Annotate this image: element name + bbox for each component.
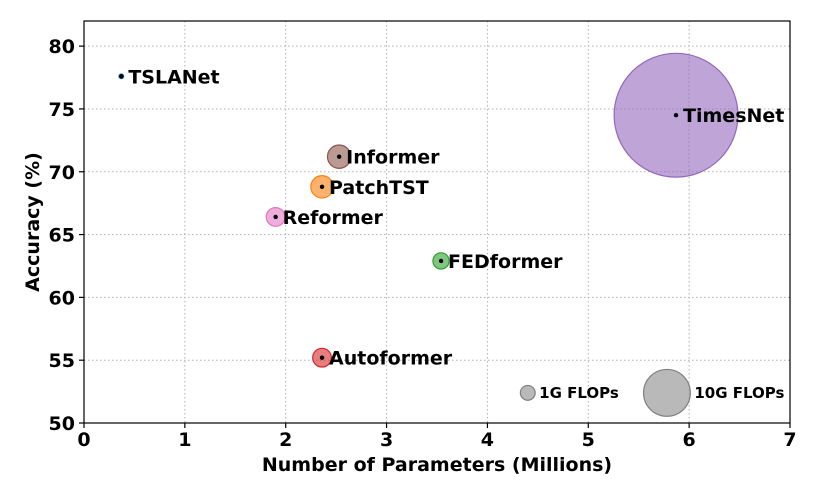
plot-frame <box>83 20 791 424</box>
y-tick-label: 60 <box>49 287 75 309</box>
x-tick-label: 0 <box>77 429 90 451</box>
x-tick-label: 2 <box>279 429 292 451</box>
center-dot-fedformer <box>438 258 444 264</box>
size-ref-bubble-10g-flops <box>642 368 691 417</box>
point-label-timesnet: TimesNet <box>683 105 784 127</box>
y-tick-label: 70 <box>49 162 75 184</box>
size-legend: 1G FLOPs 10G FLOPs <box>519 368 785 417</box>
x-tick-label: 7 <box>783 429 796 451</box>
point-label-tslanet: TSLANet <box>128 66 219 88</box>
y-axis-title: Accuracy (%) <box>22 152 44 292</box>
size-ref-label-1g-flops: 1G FLOPs <box>539 384 619 402</box>
point-label-autoformer: Autoformer <box>329 348 453 370</box>
point-label-fedformer: FEDformer <box>448 251 563 273</box>
x-tick-label: 3 <box>380 429 393 451</box>
axis-ticks: 0 1 2 3 4 5 6 7 50 55 60 65 70 75 80 <box>49 36 797 451</box>
center-dot-autoformer <box>319 355 325 360</box>
center-dot-timesnet <box>673 113 679 118</box>
center-dot-patchtst <box>319 184 325 190</box>
point-labels: TSLANet TimesNet Informer PatchTST Reformer F… <box>119 66 784 370</box>
y-tick-label: 50 <box>49 413 75 435</box>
size-ref-label-10g-flops: 10G FLOPs <box>694 384 784 402</box>
x-axis-title: Number of Parameters (Millions) <box>262 454 612 476</box>
size-ref-bubble-1g-flops <box>519 384 536 401</box>
bubbles <box>118 52 739 368</box>
center-dot-tslanet <box>119 74 124 79</box>
center-dot-reformer <box>273 214 278 220</box>
y-tick-label: 80 <box>49 36 75 58</box>
x-tick-label: 5 <box>582 429 595 451</box>
point-label-reformer: Reformer <box>283 207 384 229</box>
point-label-informer: Informer <box>346 147 440 169</box>
y-tick-label: 75 <box>49 99 75 121</box>
point-label-patchtst: PatchTST <box>329 177 429 199</box>
x-tick-label: 1 <box>178 429 191 451</box>
y-tick-label: 65 <box>49 225 75 247</box>
center-dot-informer <box>336 154 342 159</box>
x-tick-label: 6 <box>683 429 696 451</box>
x-tick-label: 4 <box>481 429 494 451</box>
y-tick-label: 55 <box>49 350 75 372</box>
